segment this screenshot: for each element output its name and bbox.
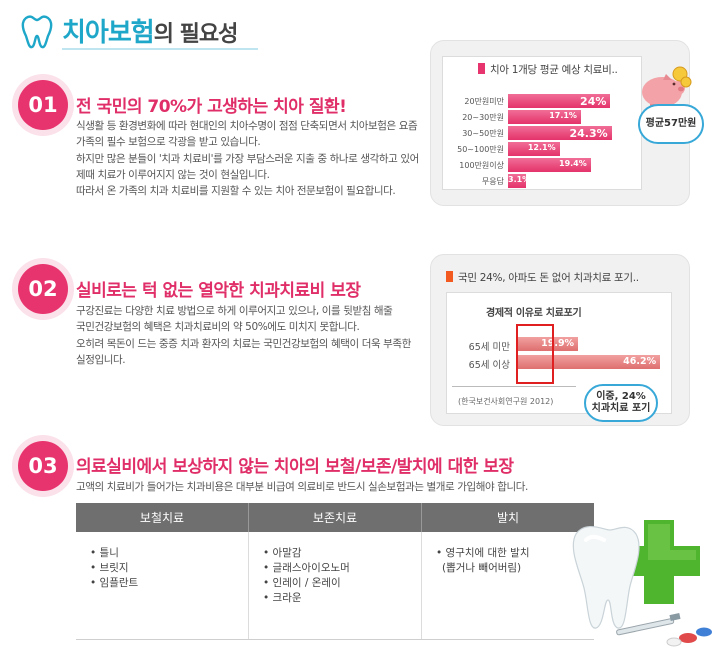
chart1-category-label: 20만원미만	[464, 97, 504, 106]
chart1-value-label: 12.1%	[527, 143, 556, 152]
section-01-line: 하지만 많은 분들이 '치과 치료비'를 가장 부담스러운 지출 중 하나로 생…	[76, 152, 419, 165]
section-02-line: 오히려 목돈이 드는 중증 치과 환자의 치료는 국민건강보험의 혜택이 더욱 …	[76, 337, 411, 350]
section-03-body: 고액의 치료비가 들어가는 치과비용은 대부분 비급여 의료비로 반드시 실손보…	[76, 479, 528, 495]
chart2-bar	[516, 337, 579, 351]
table-column-prosthetic: • 틀니 • 브릿지 • 임플란트	[76, 532, 249, 639]
chart2-value-label: 19.9%	[541, 338, 575, 349]
section-02-title: 실비로는 턱 없는 열악한 치과치료비 보장	[76, 281, 361, 301]
chart2-highlight-frame	[516, 324, 554, 384]
chart1-bar	[508, 110, 581, 124]
chart1-value-label: 19.4%	[559, 159, 587, 168]
chart2-subtitle: 경제적 이유로 치료포기	[486, 308, 582, 319]
list-item: • 인레이 / 온레이	[263, 577, 341, 589]
section-01-badge: 01	[18, 80, 68, 130]
section-02-body: 구강진료는 다양한 치료 방법으로 하게 이루어지고 있으나, 이를 뒷받침 해…	[76, 303, 411, 368]
chart2-value-label: 46.2%	[623, 356, 657, 367]
chart1-value-label: 24.3%	[569, 127, 608, 140]
section-02-line: 실정입니다.	[76, 353, 126, 366]
table-header-extraction: 발치	[496, 511, 520, 525]
chart1-value-label: 3.1%	[508, 175, 531, 184]
chart2-axis-line	[452, 386, 576, 387]
list-item: • 임플란트	[90, 577, 139, 589]
chart1-bar	[508, 142, 560, 156]
section-02-line: 구강진료는 다양한 치료 방법으로 하게 이루어지고 있으나, 이를 뒷받침 해…	[76, 305, 393, 317]
chart2-callout-line1: 이중, 24%	[596, 391, 646, 402]
chart1-category-label: 무응답	[481, 177, 504, 186]
chart1-title-mark	[478, 63, 485, 74]
section-01-line: 제때 치료가 이루어지지 않는 것이 현실입니다.	[76, 168, 270, 181]
chart1-category-label: 100만원이상	[459, 161, 504, 170]
table-column-conservative: • 아말감 • 글래스아이오노머 • 인레이 / 온레이 • 크라운	[249, 532, 422, 639]
title-underline	[62, 48, 258, 50]
table-header-prosthetic: 보철치료	[76, 503, 249, 532]
list-item: • 아말감	[263, 547, 302, 559]
list-item: • 글래스아이오노머	[263, 562, 350, 574]
coverage-table-body: • 틀니 • 브릿지 • 임플란트 • 아말감 • 글래스아이오노머 • 인레이…	[76, 532, 594, 640]
section-01-line: 식생활 등 환경변화에 따라 현대인의 치아수명이 점점 단축되면서 치아보험은…	[76, 120, 418, 132]
section-03-badge: 03	[18, 441, 68, 491]
chart1-value-label: 24%	[580, 95, 607, 108]
section-01-line: 따라서 온 가족의 치과 치료비를 지원할 수 있는 치아 전문보험이 필요합니…	[76, 185, 396, 198]
chart1-bar	[508, 158, 591, 172]
chart1-value-label: 17.1%	[549, 111, 577, 120]
section-02-line: 국민건강보험의 혜택은 치과치료비의 약 50%에도 미치지 못합니다.	[76, 321, 360, 334]
list-item: • 영구치에 대한 발치	[436, 547, 530, 559]
section-01-line: 가족의 필수 보험으로 각광을 받고 있습니다.	[76, 136, 261, 149]
list-item: • 크라운	[263, 592, 302, 604]
tooth-cross-illustration	[572, 520, 712, 647]
table-header-conservative: 보존치료	[249, 503, 422, 532]
table-column-extraction: • 영구치에 대한 발치 (뽑거나 빼어버림)	[422, 532, 594, 639]
section-01-title: 전 국민의 70%가 고생하는 치아 질환!	[76, 97, 347, 117]
chart1-title: 치아 1개당 평균 예상 치료비..	[478, 62, 618, 77]
section-03-title: 의료실비에서 보상하지 않는 치아의 보철/보존/발치에 대한 보장	[76, 457, 514, 477]
chart2-category-label: 65세 미만	[468, 342, 510, 353]
section-02-badge: 02	[18, 264, 68, 314]
tooth-logo-icon	[21, 15, 53, 49]
chart2-category-label: 65세 이상	[468, 360, 510, 371]
chart2-callout: 이중, 24% 치과치료 포기	[584, 384, 658, 422]
section-03-line: 고액의 치료비가 들어가는 치과비용은 대부분 비급여 의료비로 반드시 실손보…	[76, 481, 528, 493]
page-title-suffix: 의 필요성	[153, 22, 239, 47]
chart2-title-mark	[446, 271, 453, 282]
section-01-body: 식생활 등 환경변화에 따라 현대인의 치아수명이 점점 단축되면서 치아보험은…	[76, 118, 419, 199]
chart1-callout: 평균57만원	[638, 104, 704, 144]
coverage-table-header: 보철치료 보존치료 발치	[76, 503, 594, 532]
chart2-source: (한국보건사회연구원 2012)	[458, 397, 554, 406]
page-title: 치아보험의 필요성	[62, 18, 239, 48]
list-item: • 틀니	[90, 547, 119, 559]
chart1-category-label: 30~50만원	[462, 129, 504, 138]
chart1-bar	[508, 94, 611, 108]
chart2-callout-line2: 치과치료 포기	[591, 403, 651, 414]
chart1-category-label: 20~30만원	[462, 113, 504, 122]
chart1-bar	[508, 174, 526, 188]
list-item: (뽑거나 빼어버림)	[442, 562, 522, 574]
list-item: • 브릿지	[90, 562, 129, 574]
chart1-category-label: 50~100만원	[457, 145, 504, 154]
piggy-bank-icon	[642, 66, 692, 111]
chart2-title: 국민 24%, 아파도 돈 없어 치과치료 포기..	[446, 270, 639, 285]
chart1-bar	[508, 126, 612, 140]
